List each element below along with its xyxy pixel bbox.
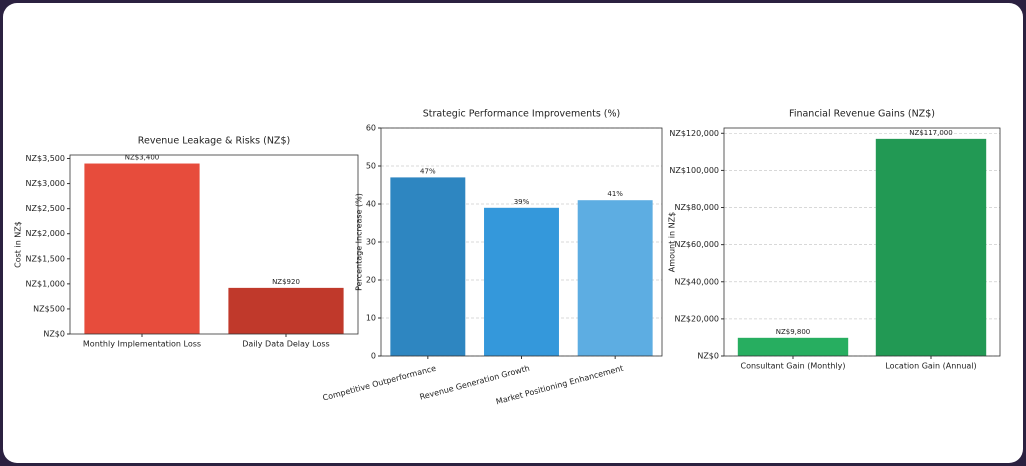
y-tick-label: NZ$20,000: [674, 314, 719, 323]
y-tick-label: NZ$40,000: [674, 277, 719, 286]
y-tick-label: NZ$1,000: [26, 279, 65, 288]
x-tick-label: Location Gain (Annual): [885, 362, 976, 371]
value-label: NZ$920: [272, 278, 300, 286]
y-tick-label: 40: [366, 200, 376, 209]
y-tick-label: 50: [366, 162, 376, 171]
y-tick-label: 20: [366, 276, 376, 285]
frame: Revenue Leakage & Risks (NZ$) Cost in NZ$…: [3, 3, 1023, 463]
value-label: NZ$3,400: [125, 154, 160, 162]
chart-title: Strategic Performance Improvements (%): [423, 109, 621, 120]
chart-title: Financial Revenue Gains (NZ$): [789, 109, 935, 120]
y-tick-label: 30: [366, 238, 376, 247]
bar: [577, 200, 653, 356]
value-label: 41%: [607, 190, 623, 198]
y-tick-label: 0: [371, 352, 376, 361]
y-tick-label: 10: [366, 314, 376, 323]
y-tick-label: NZ$2,500: [26, 204, 65, 213]
plot-frame: [723, 127, 1001, 357]
charts: Revenue Leakage & Risks (NZ$) Cost in NZ$…: [14, 109, 1001, 406]
chart-title: Revenue Leakage & Risks (NZ$): [138, 136, 290, 147]
x-tick-label: Consultant Gain (Monthly): [740, 362, 845, 371]
y-tick-label: NZ$60,000: [674, 240, 719, 249]
bar: [390, 177, 466, 356]
y-tick-label: NZ$3,500: [26, 154, 65, 163]
y-tick-label: NZ$80,000: [674, 203, 719, 212]
y-tick-label: 60: [366, 124, 376, 133]
y-tick-label: NZ$0: [43, 330, 65, 339]
y-tick-label: NZ$100,000: [669, 166, 719, 175]
bar: [484, 207, 559, 356]
plot-frame: [69, 154, 359, 335]
y-axis-label: Amount in NZ$: [668, 212, 677, 272]
x-tick-label: Daily Data Delay Loss: [242, 340, 329, 349]
y-tick-label: NZ$1,500: [26, 254, 65, 263]
value-label: 39%: [514, 198, 530, 206]
y-axis-label: Cost in NZ$: [14, 221, 23, 268]
y-axis-label: Percentage Increase (%): [355, 193, 364, 291]
value-label: NZ$9,800: [776, 328, 811, 336]
y-tick-label: NZ$2,000: [26, 229, 65, 238]
bar: [228, 287, 344, 334]
plot-frame: [380, 127, 663, 357]
y-tick-label: NZ$120,000: [669, 129, 719, 138]
bar: [875, 138, 987, 356]
bar: [84, 163, 200, 334]
value-label: 47%: [420, 167, 436, 175]
bar: [737, 337, 849, 356]
x-tick-label: Monthly Implementation Loss: [83, 340, 201, 349]
y-tick-label: NZ$0: [697, 352, 719, 361]
value-label: NZ$117,000: [909, 129, 952, 137]
y-tick-label: NZ$500: [33, 304, 65, 313]
y-tick-label: NZ$3,000: [26, 179, 65, 188]
